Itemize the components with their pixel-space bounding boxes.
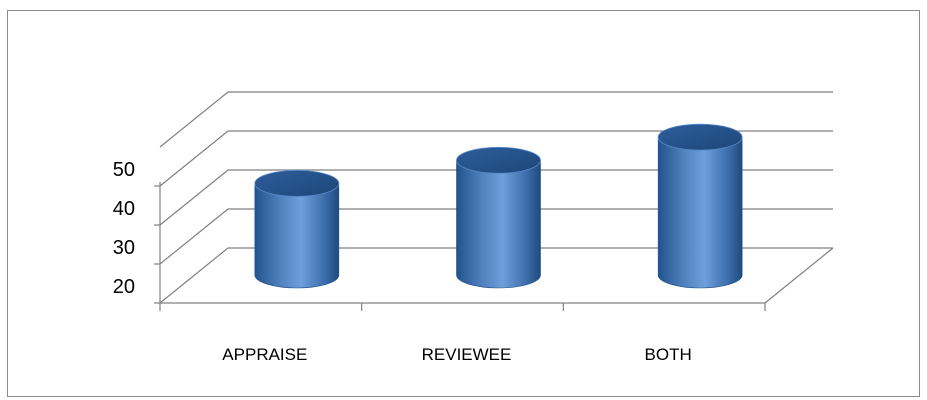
floor-edge [764, 247, 834, 304]
bars [254, 123, 743, 289]
x-category-label: REVIEWEE [422, 345, 512, 364]
y-tick-label: 40 [113, 198, 135, 220]
y-tick-label: 50 [113, 159, 135, 181]
y-axis-ticks: 20 30 40 50 [113, 159, 135, 298]
y-tick-label: 20 [113, 276, 135, 298]
axes [154, 182, 766, 311]
y-tick-label: 30 [113, 237, 135, 259]
gridline [159, 130, 833, 187]
bar-cap [456, 146, 541, 174]
x-category-label: BOTH [645, 345, 692, 364]
gridline [159, 208, 833, 265]
bar-cap [657, 123, 743, 151]
gridline [159, 247, 833, 304]
bar-body [456, 160, 541, 289]
bar-cap [254, 169, 340, 197]
bar-both [657, 123, 743, 289]
gridline [159, 91, 833, 148]
x-axis-categories: APPRAISE REVIEWEE BOTH [222, 345, 691, 364]
x-category-label: APPRAISE [222, 345, 307, 364]
bar-appraise [254, 169, 340, 289]
gridlines [159, 91, 834, 304]
bar-body [657, 137, 743, 289]
gridline [159, 169, 833, 226]
bar-body [254, 183, 340, 289]
bar-reviewee [456, 146, 541, 289]
